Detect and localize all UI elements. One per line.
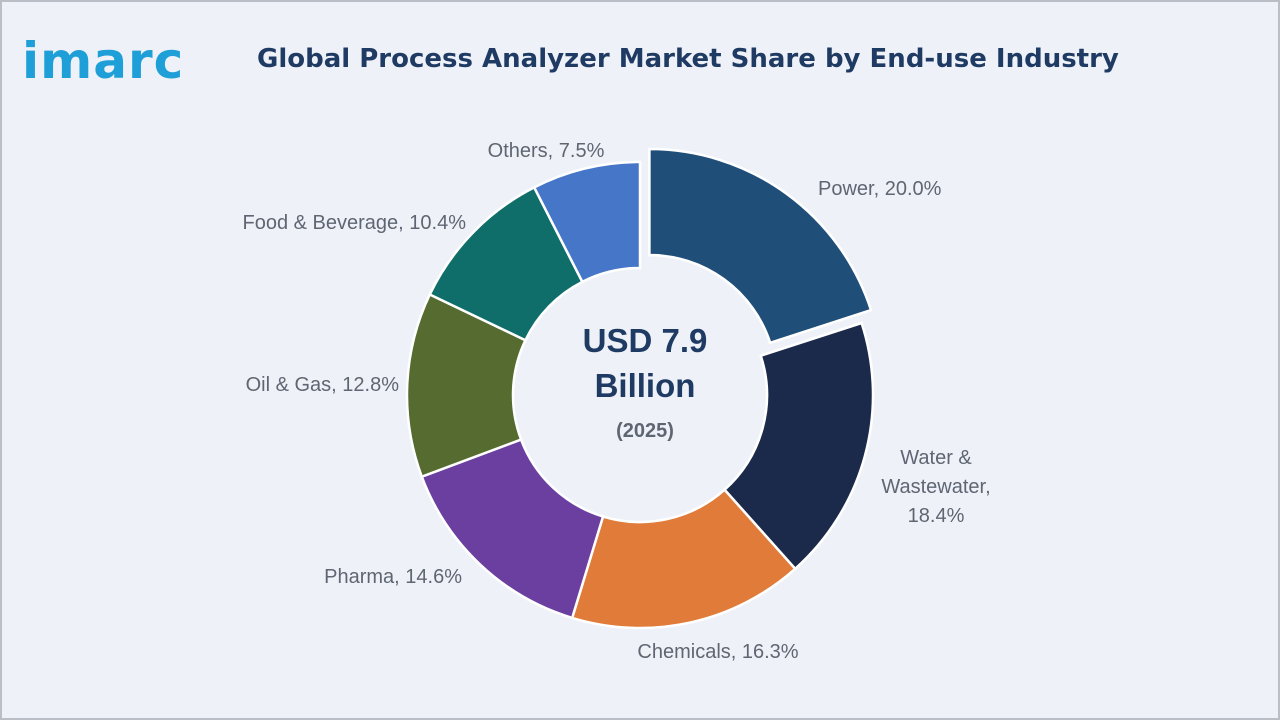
center-year: (2025) — [616, 420, 674, 442]
logo-text: imarc — [22, 32, 184, 90]
label-food-beverage: Food & Beverage, 10.4% — [243, 212, 467, 234]
slice-chemicals — [570, 487, 797, 630]
slice-water-wastewater — [722, 321, 875, 571]
slice-others — [532, 160, 642, 284]
slice-power — [648, 147, 873, 345]
label-chemicals: Chemicals, 16.3% — [637, 641, 798, 663]
center-unit: Billion — [595, 367, 696, 404]
label-power: Power, 20.0% — [818, 178, 942, 200]
label-oil-gas: Oil & Gas, 12.8% — [246, 374, 400, 396]
imarc-logo: imarc — [22, 32, 184, 90]
center-value: USD 7.9 — [583, 322, 708, 359]
chart-title: Global Process Analyzer Market Share by … — [257, 44, 1119, 74]
slices-group — [405, 147, 875, 630]
label-others: Others, 7.5% — [488, 140, 605, 162]
label-pharma: Pharma, 14.6% — [324, 566, 462, 588]
labels-group: Power, 20.0% Water & Wastewater, 18.4% Chemi… — [243, 140, 991, 663]
label-water-wastewater: Water & Wastewater, 18.4% — [881, 447, 990, 527]
